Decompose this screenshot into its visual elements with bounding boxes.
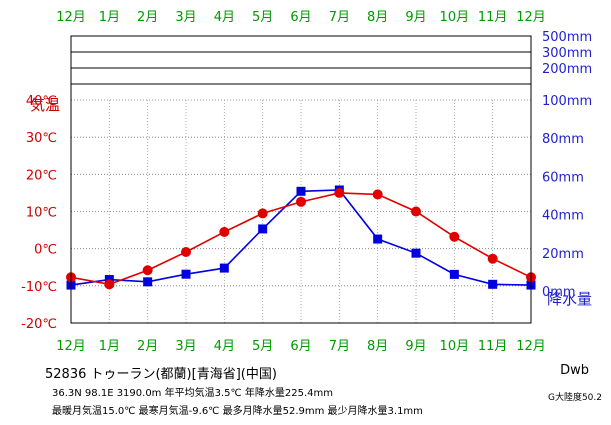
precipitation-axis-title: 降水量	[547, 290, 592, 308]
precipitation-tick-label: 20mm	[542, 247, 584, 262]
x-tick-label-top: 12月	[56, 10, 86, 25]
x-tick-label-bottom: 6月	[290, 339, 311, 354]
temperature-point	[219, 226, 230, 237]
temperature-tick-label: -10℃	[21, 280, 57, 295]
x-tick-label-top: 10月	[440, 10, 470, 25]
x-tick-label-bottom: 9月	[405, 339, 426, 354]
x-tick-label-bottom: 8月	[367, 339, 388, 354]
station-info: 52836 トゥーラン(都蘭)[青海省](中国)	[45, 367, 277, 382]
precipitation-point	[411, 248, 421, 258]
x-tick-label-top: 5月	[252, 10, 273, 25]
precipitation-tick-label: 60mm	[542, 170, 584, 185]
precipitation-point	[143, 277, 153, 287]
axis-labels: 12月 12月 1月 1月 2月 2月 3月 3月 4月 4月 5月 5月 6月 6月 7月 7月 8月 8月 9月…	[21, 10, 592, 354]
x-tick-label-top: 2月	[137, 10, 158, 25]
temperature-tick-label: -20℃	[21, 317, 57, 332]
x-tick-label-top: 6月	[290, 10, 311, 25]
x-tick-label-top: 9月	[405, 10, 426, 25]
x-tick-label-bottom: 2月	[137, 339, 158, 354]
temperature-point	[104, 279, 115, 290]
temperature-tick-label: 40℃	[26, 94, 57, 109]
x-tick-label-bottom: 10月	[440, 339, 470, 354]
x-tick-label-bottom: 12月	[516, 339, 546, 354]
x-tick-label-top: 7月	[329, 10, 350, 25]
temperature-point	[449, 231, 460, 242]
precipitation-tick-label: 300mm	[542, 46, 592, 61]
temperature-point	[411, 206, 421, 217]
koppen-climate-code: Dwb	[560, 363, 589, 378]
station-coordinates-annual-stats: 36.3N 98.1E 3190.0m 年平均気温3.5℃ 年降水量225.4m…	[52, 388, 334, 399]
x-tick-label-bottom: 12月	[56, 339, 86, 354]
temperature-point	[334, 187, 345, 198]
temperature-point	[372, 189, 383, 200]
precipitation-point	[373, 234, 383, 244]
x-tick-label-top: 11月	[478, 10, 508, 25]
temperature-point	[181, 247, 191, 258]
precipitation-tick-label: 80mm	[542, 132, 584, 147]
x-tick-label-top: 4月	[214, 10, 235, 25]
x-tick-label-top: 1月	[99, 10, 120, 25]
x-tick-label-bottom: 5月	[252, 339, 273, 354]
temperature-point	[296, 196, 306, 207]
precipitation-point	[258, 224, 268, 234]
precipitation-point	[296, 186, 306, 196]
temperature-tick-label: 10℃	[26, 206, 57, 221]
x-tick-label-top: 3月	[175, 10, 196, 25]
x-tick-label-top: 12月	[516, 10, 546, 25]
precipitation-tick-label: 500mm	[542, 30, 592, 45]
precipitation-point	[488, 279, 498, 289]
temperature-point	[487, 253, 498, 264]
temperature-tick-label: 30℃	[26, 131, 57, 146]
x-tick-label-bottom: 7月	[329, 339, 350, 354]
precipitation-tick-label: 200mm	[542, 62, 592, 77]
precipitation-tick-label: 0mm	[542, 285, 576, 300]
temperature-point	[257, 208, 268, 219]
x-tick-label-bottom: 3月	[175, 339, 196, 354]
x-tick-label-bottom: 4月	[214, 339, 235, 354]
plot-frame	[70, 35, 532, 324]
x-tick-label-bottom: 1月	[99, 339, 120, 354]
continentality-index: G大陸度50.2	[547, 393, 602, 403]
x-tick-label-bottom: 11月	[478, 339, 508, 354]
precipitation-point	[219, 263, 229, 273]
x-tick-label-top: 8月	[367, 10, 388, 25]
precipitation-point	[181, 269, 191, 279]
temperature-tick-label: 0℃	[34, 243, 57, 258]
temperature-tick-label: 20℃	[26, 168, 57, 183]
precipitation-point	[449, 269, 459, 279]
station-monthly-extremes: 最暖月気温15.0℃ 最寒月気温-9.6℃ 最多月降水量52.9mm 最少月降水…	[52, 406, 423, 417]
temperature-point	[142, 265, 153, 276]
precipitation-tick-label: 100mm	[542, 94, 592, 109]
grid-layer	[71, 35, 531, 324]
temperature-axis-title: 気温	[30, 96, 60, 114]
temperature-series	[66, 187, 536, 290]
precipitation-tick-label: 40mm	[542, 209, 584, 224]
